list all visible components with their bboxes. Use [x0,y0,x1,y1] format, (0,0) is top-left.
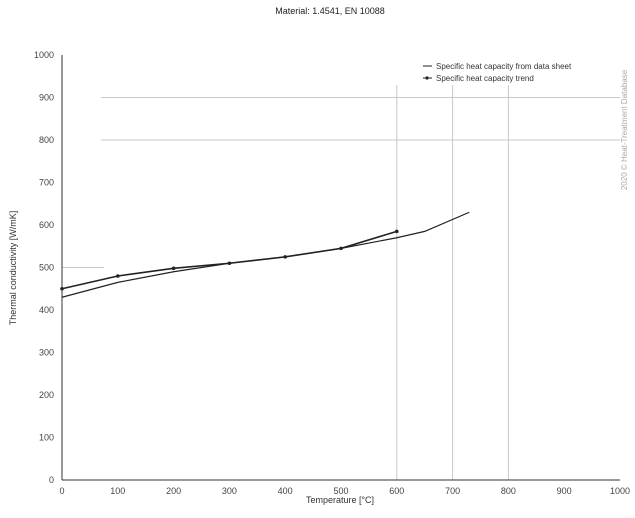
legend-marker-2 [425,76,429,80]
y-tick-label: 100 [39,433,54,443]
series-line-2 [61,230,398,290]
reference-lines [62,85,620,480]
y-tick-label: 700 [39,178,54,188]
legend-item-2: Specific heat capacity trend [436,74,534,83]
y-axis-label: Thermal conductivity [W/mK] [8,211,18,326]
series-point [171,266,176,271]
x-tick-label: 100 [110,486,125,496]
x-tick-label: 200 [166,486,181,496]
series-line-1 [61,211,470,298]
series-group [60,211,470,298]
chart-title: Material: 1.4541, EN 10088 [275,6,385,16]
y-tick-label: 600 [39,220,54,230]
series-point [60,286,64,291]
y-tick-label: 800 [39,135,54,145]
legend-item-1: Specific heat capacity from data sheet [436,62,572,71]
y-tick-label: 500 [39,263,54,273]
x-tick-label: 800 [501,486,516,496]
x-tick-label: 400 [278,486,293,496]
x-tick-label: 500 [333,486,348,496]
series-point [339,246,343,251]
y-tick-label: 200 [39,390,54,400]
y-tick-label: 400 [39,305,54,315]
x-tick-label: 1000 [610,486,630,496]
y-tick-label: 1000 [34,50,54,60]
y-tick-label: 0 [49,475,54,485]
x-tick-label: 900 [557,486,572,496]
watermark: 2020 © Heat-Treatment Database [620,69,629,190]
x-tick-label: 600 [389,486,404,496]
series-point [283,255,288,259]
x-axis-label: Temperature [°C] [306,495,374,505]
legend: Specific heat capacity from data sheet S… [423,62,572,83]
series-point [227,261,232,266]
y-tick-labels: 0 100 200 300 400 500 600 700 800 900 1000 [34,50,54,485]
x-tick-labels: 0 100 200 300 400 500 600 700 800 900 1000 [59,486,630,496]
x-tick-label: 0 [59,486,64,496]
series-point [395,229,399,234]
y-tick-label: 300 [39,348,54,358]
x-tick-label: 700 [445,486,460,496]
y-tick-label: 900 [39,93,54,103]
series-point [116,274,120,278]
x-tick-label: 300 [222,486,237,496]
